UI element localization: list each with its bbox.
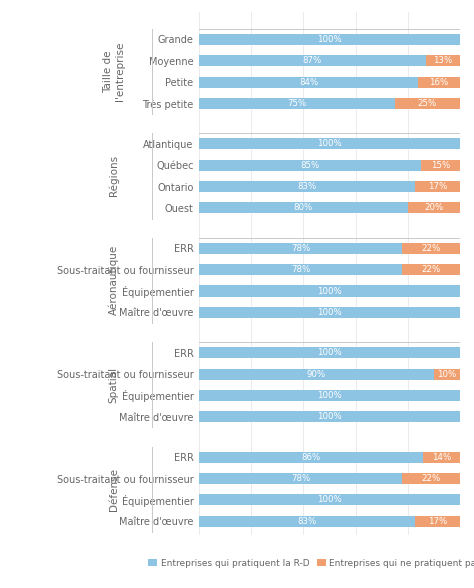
Text: 90%: 90% [307, 370, 326, 379]
Bar [199, 307, 460, 318]
Bar [199, 390, 460, 401]
Bar [394, 98, 460, 109]
Text: 100%: 100% [317, 496, 342, 505]
Text: 84%: 84% [299, 78, 318, 86]
Bar [408, 202, 460, 213]
Bar [402, 473, 460, 484]
Text: 17%: 17% [428, 182, 447, 191]
Bar [426, 55, 460, 66]
Text: 13%: 13% [433, 56, 453, 65]
Text: 100%: 100% [317, 308, 342, 317]
Bar [199, 264, 402, 275]
Bar [199, 516, 415, 527]
Bar [402, 264, 460, 275]
Text: 14%: 14% [432, 453, 451, 462]
Text: 78%: 78% [291, 265, 310, 274]
Text: Spatial: Spatial [109, 367, 119, 403]
Text: 78%: 78% [291, 244, 310, 253]
Bar [434, 369, 460, 380]
Bar [199, 348, 460, 358]
Text: Défense: Défense [109, 467, 119, 511]
Text: 85%: 85% [300, 161, 319, 170]
Text: 22%: 22% [421, 474, 441, 483]
Bar [199, 76, 418, 88]
Bar [415, 181, 460, 192]
Text: 100%: 100% [317, 412, 342, 421]
Text: 16%: 16% [429, 78, 448, 86]
Text: Régions: Régions [109, 155, 119, 196]
Text: 100%: 100% [317, 35, 342, 44]
Bar [199, 285, 460, 296]
Bar [199, 411, 460, 422]
Bar [199, 369, 434, 380]
Text: 22%: 22% [421, 265, 441, 274]
Text: 22%: 22% [421, 244, 441, 253]
Bar [415, 516, 460, 527]
Bar [423, 452, 460, 463]
Text: 100%: 100% [317, 348, 342, 358]
Text: 25%: 25% [418, 99, 437, 108]
Bar [420, 160, 460, 171]
Text: 83%: 83% [298, 517, 317, 526]
Bar [199, 495, 460, 506]
Bar [199, 55, 426, 66]
Text: 17%: 17% [428, 517, 447, 526]
Text: 83%: 83% [298, 182, 317, 191]
Text: 100%: 100% [317, 391, 342, 400]
Text: 10%: 10% [437, 370, 456, 379]
Text: 80%: 80% [294, 203, 313, 212]
Text: 86%: 86% [301, 453, 321, 462]
Bar [402, 243, 460, 254]
Legend: Entreprises qui pratiquent la R-D, Entreprises qui ne pratiquent pas la R-D: Entreprises qui pratiquent la R-D, Entre… [145, 555, 474, 572]
Bar [199, 452, 423, 463]
Text: 15%: 15% [430, 161, 450, 170]
Text: 87%: 87% [303, 56, 322, 65]
Text: Aéronautique: Aéronautique [109, 245, 119, 316]
Text: Taille de
l'entreprise: Taille de l'entreprise [103, 42, 125, 101]
Text: 20%: 20% [424, 203, 443, 212]
Text: 100%: 100% [317, 286, 342, 296]
Bar [199, 138, 460, 149]
Bar [199, 473, 402, 484]
Bar [199, 98, 394, 109]
Bar [199, 181, 415, 192]
Text: 100%: 100% [317, 139, 342, 148]
Bar [199, 243, 402, 254]
Bar [418, 76, 460, 88]
Text: 78%: 78% [291, 474, 310, 483]
Bar [199, 202, 408, 213]
Bar [199, 34, 460, 45]
Bar [199, 160, 420, 171]
Text: 75%: 75% [287, 99, 307, 108]
